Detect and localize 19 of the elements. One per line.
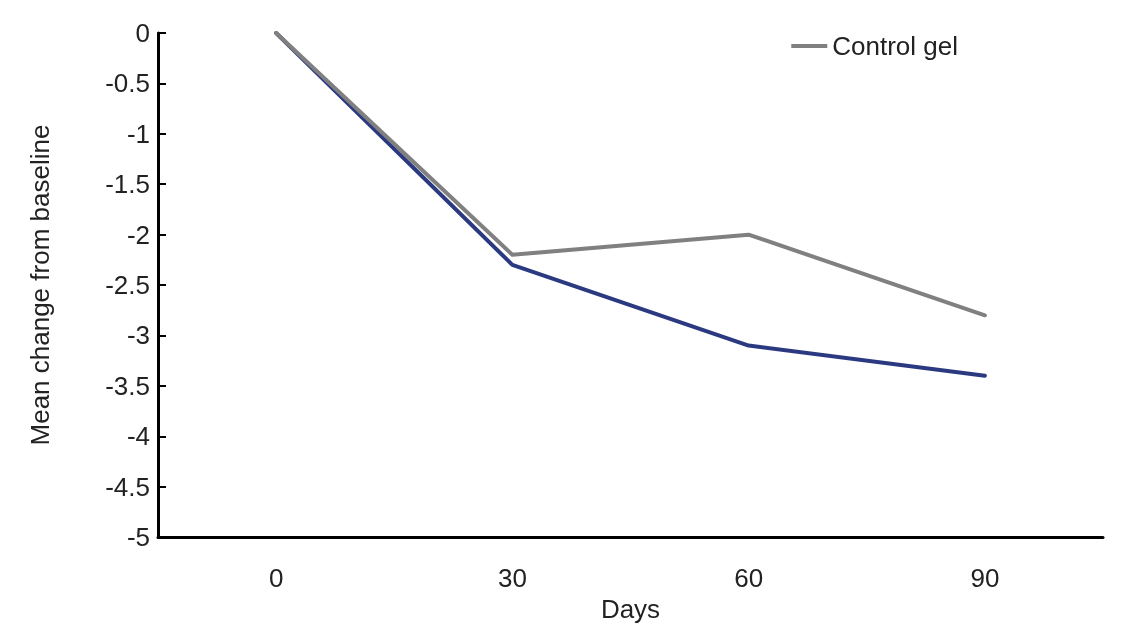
y-tick-label: -5 [126, 522, 150, 553]
x-axis-title: Days [600, 594, 661, 624]
x-tick-label: 30 [497, 563, 527, 594]
y-tick-label: 0 [135, 18, 150, 48]
y-axis-title: Mean change from baseline [25, 124, 55, 446]
y-tick-label: -1.5 [105, 169, 150, 200]
y-tick-label: -4 [126, 421, 150, 452]
y-tick-label: -2 [126, 219, 150, 250]
x-tick-label: 60 [734, 563, 764, 594]
y-tick-label: -2.5 [105, 270, 150, 301]
y-tick-label: -3.5 [105, 370, 150, 401]
y-tick-label: -1 [126, 118, 150, 149]
x-tick-label: 0 [268, 563, 284, 594]
y-tick-label: -4.5 [105, 471, 150, 502]
legend-label: Control gel [832, 31, 958, 61]
line-series [274, 31, 987, 318]
x-tick-label: 90 [970, 563, 1000, 594]
y-tick-label: -0.5 [105, 68, 150, 99]
y-tick-label: -3 [126, 320, 150, 351]
